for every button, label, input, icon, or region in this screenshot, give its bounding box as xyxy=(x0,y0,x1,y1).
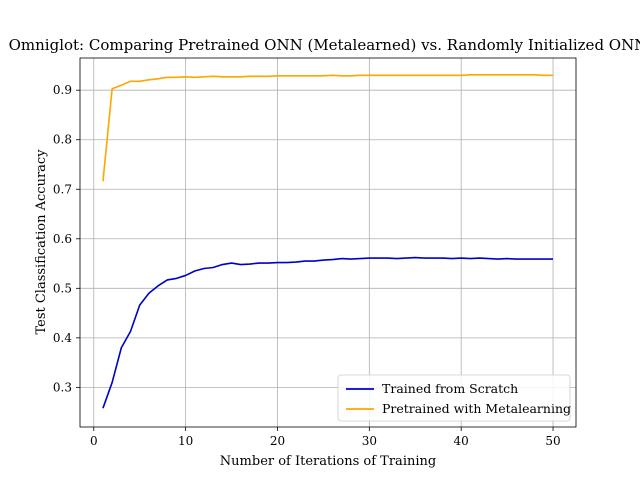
axis-ticks: 0 10 20 30 40 50 0.3 0.4 0.5 0.6 0.7 0.8 0.9 xyxy=(53,83,561,448)
chart-title: Omniglot: Comparing Pretrained ONN (Meta… xyxy=(9,36,640,54)
x-tick-label: 20 xyxy=(270,434,285,448)
y-tick-label: 0.7 xyxy=(53,182,72,196)
y-tick-label: 0.5 xyxy=(53,281,72,295)
series-line-scratch xyxy=(102,256,554,409)
legend: Trained from Scratch Pretrained with Meta… xyxy=(337,374,571,422)
series-lines xyxy=(102,74,554,409)
plot-frame xyxy=(79,57,577,428)
y-tick-label: 0.8 xyxy=(53,133,72,147)
legend-box xyxy=(337,374,571,422)
x-axis-label: Number of Iterations of Training xyxy=(220,454,436,469)
y-tick-label: 0.9 xyxy=(53,83,72,97)
grid xyxy=(80,58,576,427)
series-line-pretrained xyxy=(102,74,554,182)
y-tick-label: 0.4 xyxy=(53,331,72,345)
x-tick-label: 40 xyxy=(454,434,469,448)
legend-label: Trained from Scratch xyxy=(382,381,518,396)
x-tick-label: 30 xyxy=(362,434,377,448)
legend-label: Pretrained with Metalearning xyxy=(382,401,571,416)
y-tick-label: 0.6 xyxy=(53,232,72,246)
y-tick-label: 0.3 xyxy=(53,380,72,394)
x-tick-label: 10 xyxy=(178,434,193,448)
y-axis-label: Test Classification Accuracy xyxy=(34,149,49,335)
x-tick-label: 50 xyxy=(545,434,560,448)
x-tick-label: 0 xyxy=(90,434,98,448)
